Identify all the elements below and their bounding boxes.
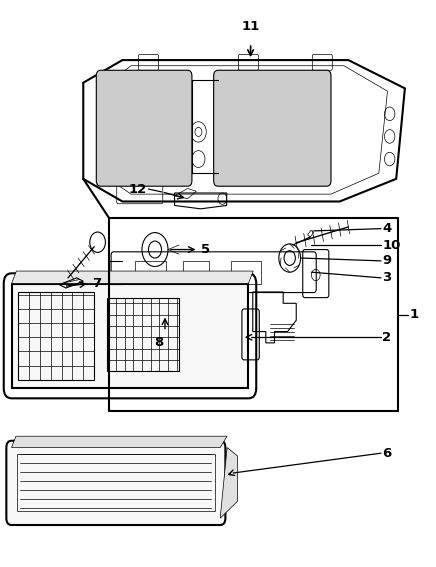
- Text: 7: 7: [92, 277, 101, 290]
- Polygon shape: [220, 447, 238, 518]
- Polygon shape: [12, 436, 227, 447]
- Bar: [17, 454, 215, 511]
- Bar: [136, 261, 166, 284]
- Text: 12: 12: [129, 183, 147, 196]
- FancyBboxPatch shape: [214, 70, 331, 186]
- FancyBboxPatch shape: [7, 441, 225, 525]
- Polygon shape: [12, 284, 249, 388]
- Text: 6: 6: [382, 447, 392, 460]
- Bar: [183, 261, 209, 284]
- Text: 5: 5: [201, 243, 211, 256]
- Text: 3: 3: [382, 272, 392, 284]
- Text: 1: 1: [409, 308, 419, 321]
- Bar: [231, 261, 262, 284]
- FancyBboxPatch shape: [96, 70, 192, 186]
- Text: 8: 8: [154, 336, 164, 349]
- Text: 4: 4: [382, 222, 392, 235]
- Text: 11: 11: [242, 20, 260, 33]
- Text: 10: 10: [382, 239, 401, 252]
- Polygon shape: [12, 271, 253, 284]
- Bar: [107, 298, 179, 371]
- Text: 2: 2: [382, 331, 392, 344]
- Text: 9: 9: [382, 255, 392, 268]
- Bar: [18, 292, 94, 380]
